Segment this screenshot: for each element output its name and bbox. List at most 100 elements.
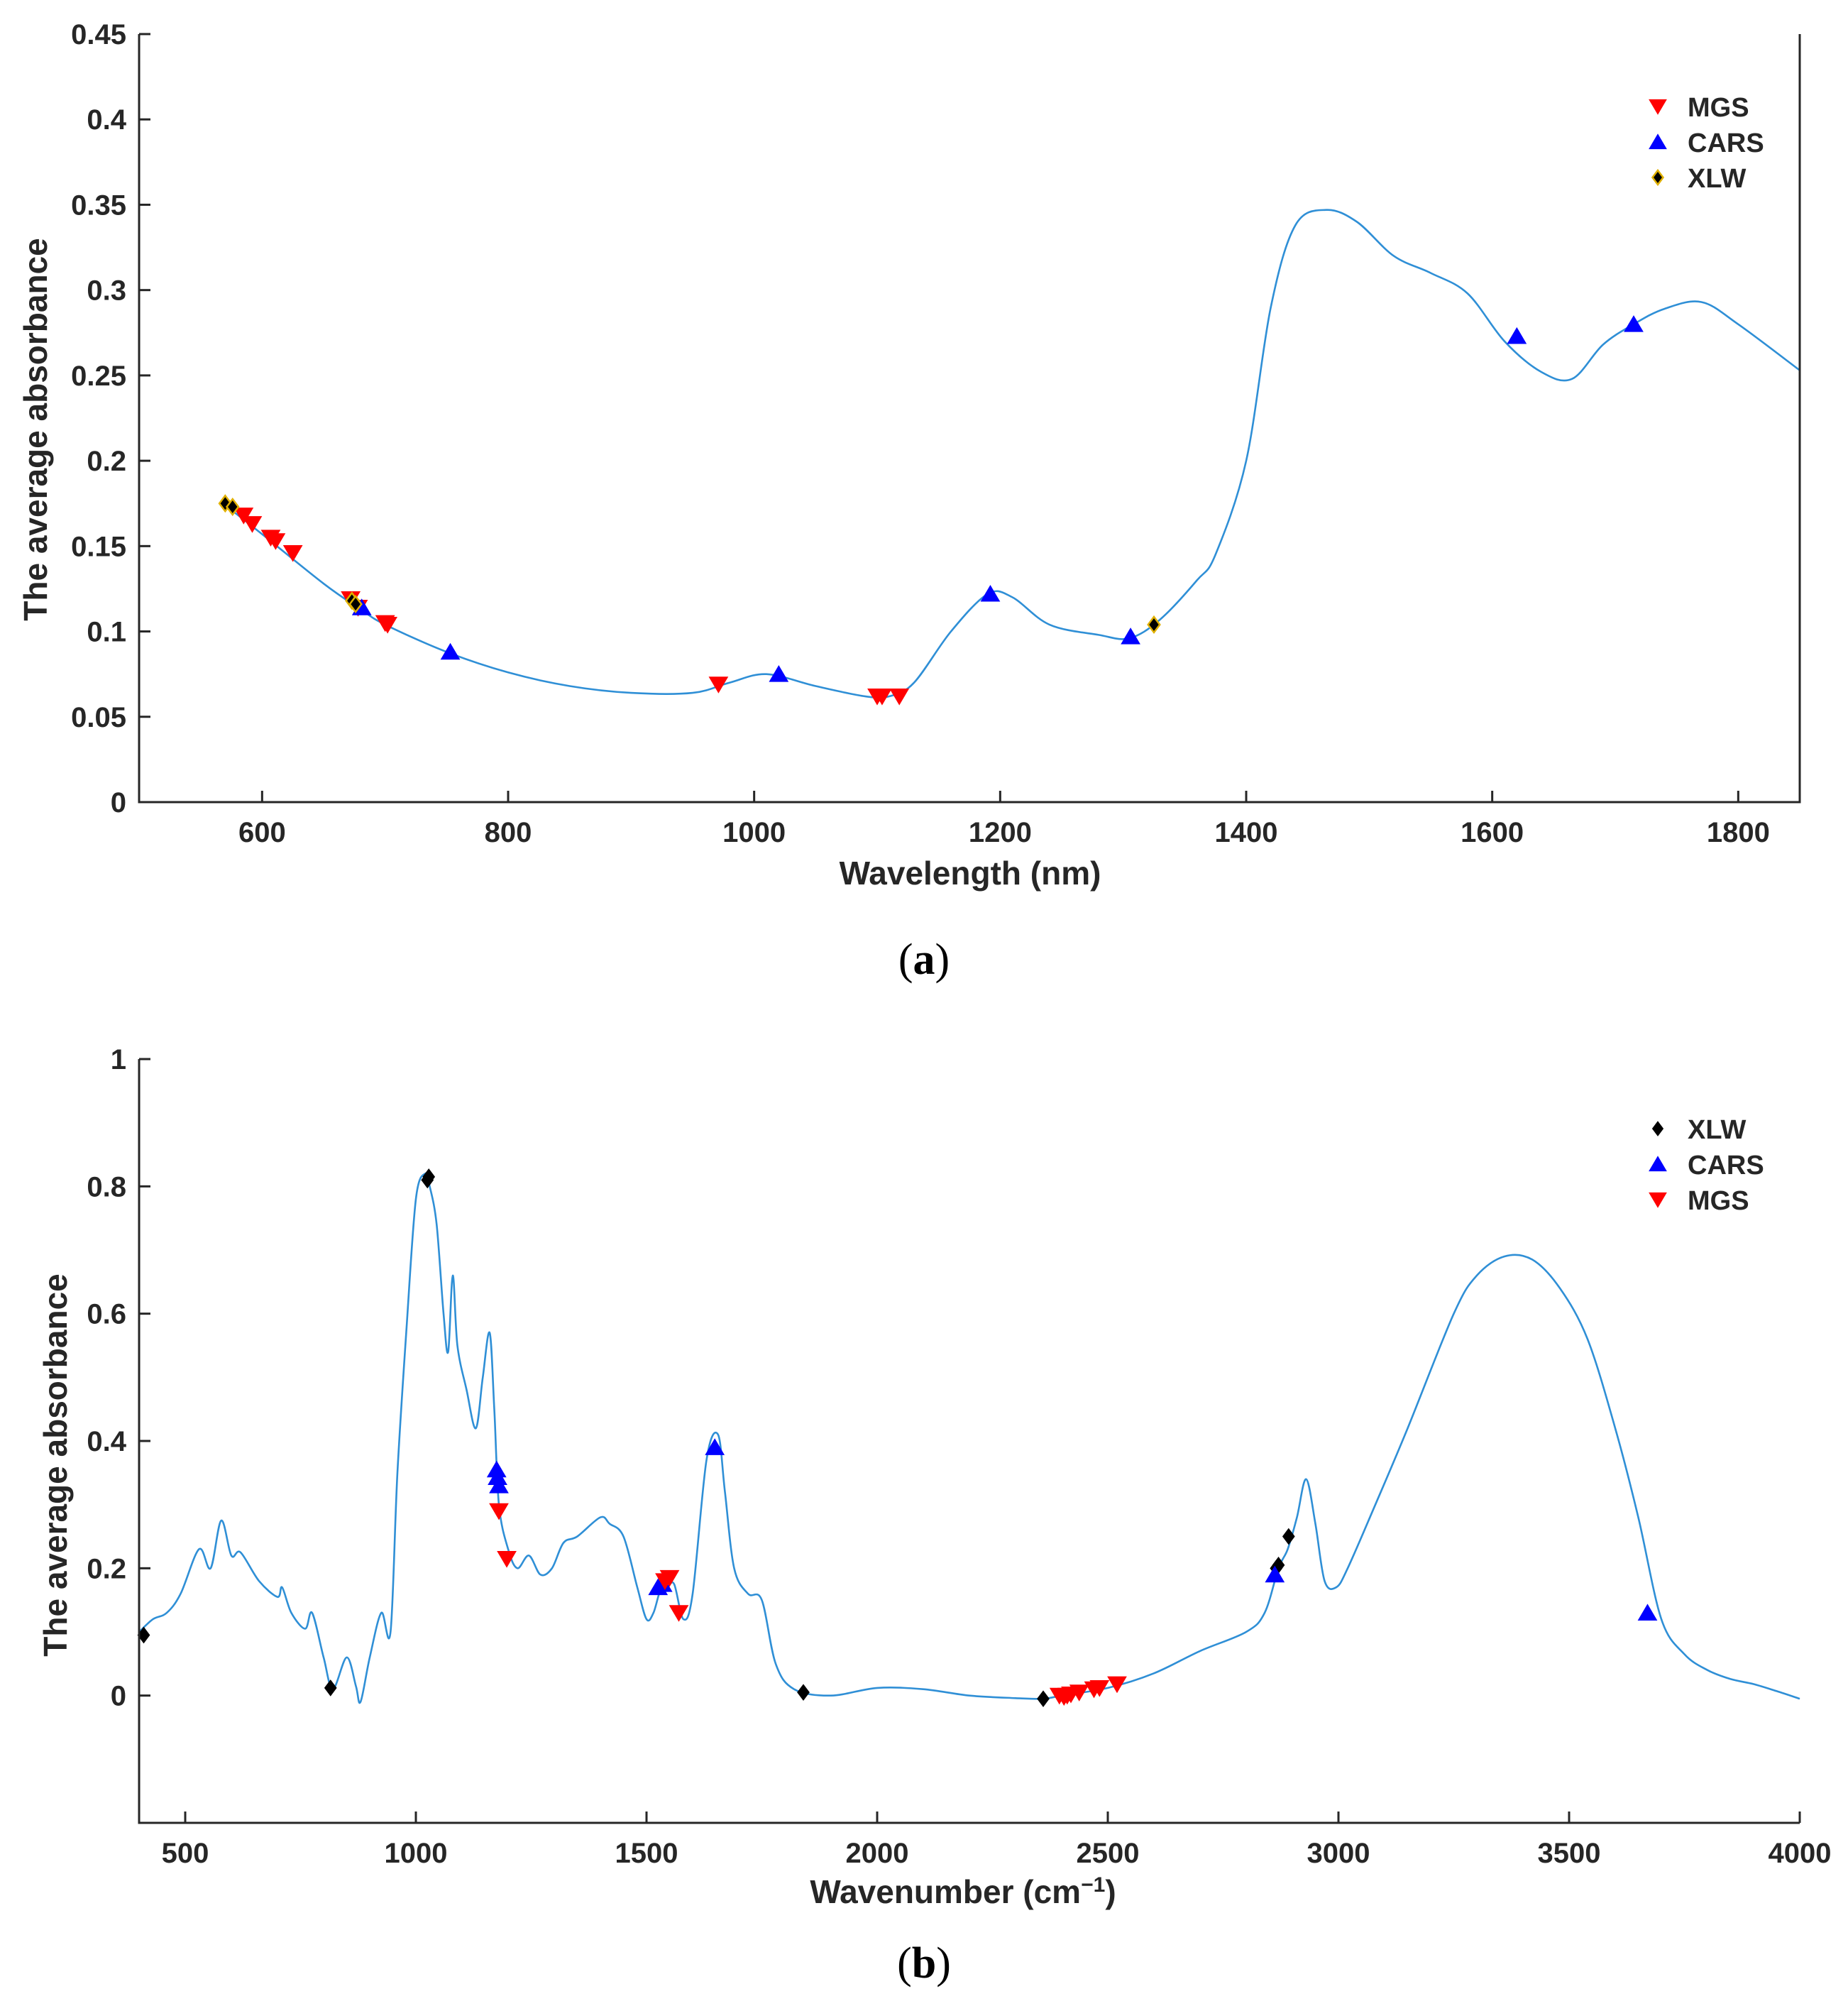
x-tick-label: 4000: [1769, 1838, 1832, 1869]
y-tick-label: 0.05: [71, 702, 126, 733]
marker-cars: [1507, 327, 1527, 344]
marker-cars: [980, 584, 1001, 602]
x-tick-label: 1000: [722, 817, 786, 848]
y-axis-label-a: The average absorbance: [17, 238, 54, 620]
legend-marker-mgs: [1649, 99, 1667, 115]
marker-cars: [489, 1476, 509, 1493]
x-tick-label: 3000: [1307, 1838, 1370, 1869]
x-axis-label-b: Wavenumber (cm−1): [810, 1873, 1116, 1911]
marker-mgs: [489, 1503, 509, 1520]
x-tick-label: 1400: [1215, 817, 1278, 848]
legend-marker-cars: [1649, 133, 1667, 150]
y-tick-label: 0.25: [71, 361, 126, 392]
marker-cars: [705, 1438, 725, 1455]
x-ticks-b: 500 1000 1500 2000 2500 3000 3500 4000: [162, 1812, 1832, 1869]
y-axis-label-b: The average absorbance: [37, 1273, 74, 1656]
y-tick-label: 0: [111, 787, 126, 818]
chart-panel-a: The average absorbance Wavelength (nm) 6…: [17, 19, 1801, 984]
marker-mgs: [889, 689, 910, 706]
x-axis-label-a: Wavelength (nm): [840, 855, 1101, 892]
y-tick-label: 0.3: [87, 275, 126, 307]
caption-a: (a): [898, 936, 950, 984]
x-tick-label: 1000: [385, 1838, 448, 1869]
marker-mgs: [872, 689, 892, 706]
marker-mgs: [233, 508, 254, 525]
caption-a-open: (: [898, 936, 913, 984]
marker-xlw: [348, 595, 363, 614]
marker-xlw: [1147, 615, 1161, 635]
caption-a-letter: a: [913, 936, 935, 984]
spectrum-line-b: [138, 1172, 1800, 1704]
legend-marker-mgs: [1649, 1192, 1667, 1208]
legend-label-xlw: XLW: [1688, 1115, 1746, 1145]
legend-a: MGS CARS XLW: [1649, 93, 1764, 194]
y-tick-label: 0.2: [87, 1553, 126, 1584]
marker-mgs: [669, 1605, 689, 1622]
x-axis-label-b-main: Wavenumber (cm: [810, 1873, 1081, 1910]
x-tick-label: 800: [485, 817, 532, 848]
legend-label-xlw: XLW: [1688, 164, 1746, 194]
marker-xlw: [324, 1679, 337, 1697]
legend-label-cars: CARS: [1688, 1151, 1764, 1180]
y-tick-label: 0.4: [87, 1426, 126, 1457]
marker-cars: [769, 664, 789, 682]
y-tick-label: 0: [111, 1681, 126, 1712]
spectrum-line-a: [224, 209, 1800, 699]
legend-marker-cars: [1649, 1156, 1667, 1172]
y-tick-label: 0.1: [87, 617, 126, 648]
legend-label-cars: CARS: [1688, 128, 1764, 158]
marker-cars: [1265, 1565, 1285, 1583]
axes-frame-a: [138, 34, 1801, 804]
marker-cars: [1121, 627, 1140, 645]
y-tick-label: 0.4: [87, 104, 126, 136]
marker-mgs: [708, 676, 729, 694]
marker-cars: [1624, 315, 1644, 332]
x-ticks-a: 600 800 1000 1200 1400 1600 1800: [238, 791, 1770, 848]
y-tick-label: 1: [111, 1044, 126, 1075]
marker-xlw: [422, 1168, 436, 1185]
x-tick-label: 1800: [1707, 817, 1770, 848]
marker-mgs: [1107, 1676, 1127, 1694]
y-tick-label: 0.6: [87, 1299, 126, 1330]
marker-mgs: [659, 1569, 680, 1587]
marker-mgs: [265, 533, 286, 550]
y-tick-label: 0.2: [87, 446, 126, 477]
x-tick-label: 1200: [969, 817, 1032, 848]
marker-mgs: [497, 1550, 517, 1568]
marker-mgs: [1089, 1680, 1110, 1697]
caption-b: (b): [897, 1939, 951, 1988]
x-tick-label: 500: [162, 1838, 209, 1869]
caption-b-open: (: [897, 1939, 912, 1988]
marker-xlw: [797, 1684, 810, 1701]
marker-mgs: [1069, 1684, 1089, 1701]
legend-label-mgs: MGS: [1688, 1186, 1749, 1216]
caption-b-letter: b: [912, 1939, 936, 1988]
x-tick-label: 1600: [1461, 817, 1524, 848]
marker-mgs: [378, 617, 398, 634]
y-ticks-b: 0 0.2 0.4 0.6 0.8 1: [87, 1044, 150, 1712]
y-tick-label: 0.45: [71, 19, 126, 50]
y-tick-label: 0.35: [71, 190, 126, 221]
caption-a-close: ): [935, 936, 950, 984]
x-tick-label: 600: [238, 817, 286, 848]
legend-b: XLW CARS MGS: [1649, 1115, 1764, 1216]
marker-cars: [440, 642, 461, 660]
legend-marker-xlw: [1651, 1121, 1664, 1136]
y-tick-label: 0.15: [71, 531, 126, 562]
marker-xlw: [225, 497, 240, 517]
marker-xlw: [1037, 1690, 1050, 1707]
chart-panel-b: The average absorbance Wavenumber (cm−1)…: [37, 1044, 1831, 1988]
caption-b-close: ): [936, 1939, 951, 1988]
legend-label-mgs: MGS: [1688, 93, 1749, 123]
x-tick-label: 1500: [615, 1838, 678, 1869]
markers-a: [218, 315, 1644, 706]
marker-xlw: [1282, 1528, 1295, 1545]
y-ticks-a: 0 0.05 0.1 0.15 0.2 0.25 0.3 0.35 0.4 0.45: [71, 19, 150, 818]
y-tick-label: 0.8: [87, 1171, 126, 1202]
x-axis-label-b-suffix: ): [1105, 1873, 1116, 1910]
marker-mgs: [282, 545, 303, 562]
x-tick-label: 3500: [1538, 1838, 1601, 1869]
x-tick-label: 2000: [846, 1838, 909, 1869]
marker-mgs: [242, 516, 263, 533]
